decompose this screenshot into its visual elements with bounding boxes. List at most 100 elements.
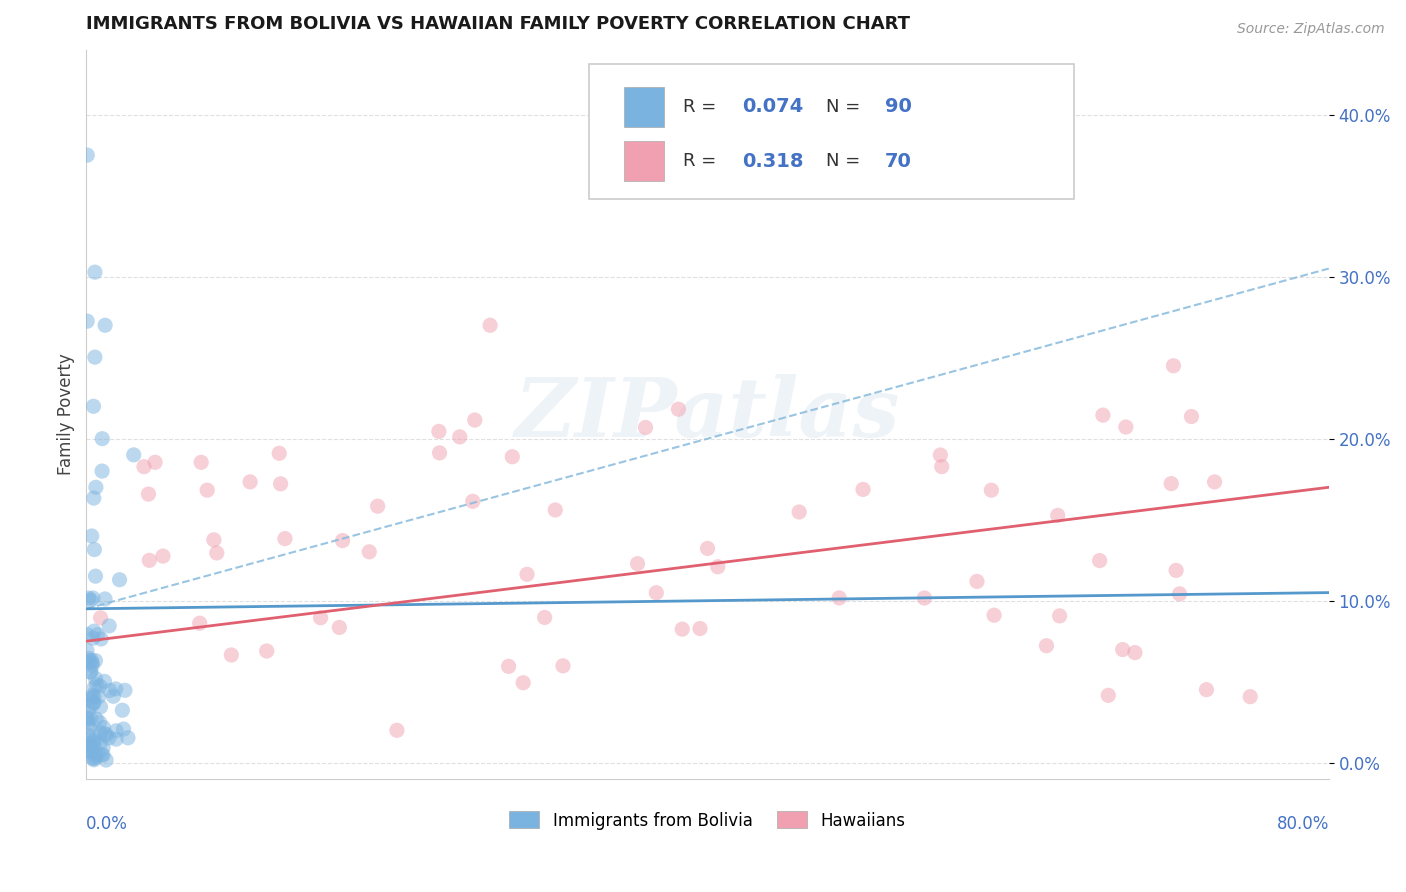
Point: [385, 723, 408, 738]
Point: [80, 698, 103, 713]
Point: [501, 450, 523, 464]
Point: [689, 622, 711, 636]
Point: [1164, 563, 1187, 577]
Point: [461, 494, 484, 508]
Point: [1195, 682, 1218, 697]
Point: [82, 658, 104, 673]
Point: [516, 567, 538, 582]
Point: [91, 464, 114, 478]
Point: [83, 624, 105, 639]
Point: [103, 690, 125, 704]
Point: [634, 420, 657, 434]
Text: 90: 90: [886, 97, 912, 116]
Point: [84, 654, 107, 668]
Point: [221, 648, 243, 662]
Point: [152, 549, 174, 563]
FancyBboxPatch shape: [624, 87, 664, 127]
Text: IMMIGRANTS FROM BOLIVIA VS HAWAIIAN FAMILY POVERTY CORRELATION CHART: IMMIGRANTS FROM BOLIVIA VS HAWAIIAN FAMI…: [86, 15, 910, 33]
Point: [83, 696, 105, 710]
Point: [190, 455, 212, 469]
Text: 80.0%: 80.0%: [1277, 815, 1329, 833]
Point: [80, 744, 103, 758]
Point: [77, 651, 100, 665]
Point: [367, 499, 389, 513]
Point: [1088, 553, 1111, 567]
Point: [80, 653, 103, 667]
Point: [79, 744, 101, 758]
Point: [696, 541, 718, 556]
Point: [84, 712, 107, 726]
Point: [80, 529, 103, 543]
Point: [966, 574, 988, 589]
Point: [87, 690, 110, 704]
Point: [80, 688, 103, 702]
Point: [84, 569, 107, 583]
Point: [82, 729, 104, 743]
Point: [1163, 359, 1185, 373]
Point: [84, 672, 107, 686]
Point: [97, 731, 120, 745]
Point: [132, 459, 155, 474]
Point: [83, 690, 105, 704]
Point: [269, 446, 291, 460]
Point: [80, 665, 103, 679]
Point: [112, 722, 135, 736]
Point: [852, 483, 875, 497]
Point: [94, 753, 117, 767]
Point: [80, 593, 103, 607]
Point: [427, 425, 450, 439]
Point: [138, 487, 160, 501]
Point: [80, 690, 103, 704]
Point: [98, 683, 121, 698]
Point: [86, 678, 108, 692]
Point: [80, 656, 103, 670]
Point: [707, 559, 730, 574]
Point: [83, 751, 105, 765]
Point: [195, 483, 218, 498]
Point: [83, 734, 105, 748]
Point: [91, 748, 114, 763]
Point: [1091, 408, 1114, 422]
Point: [309, 611, 332, 625]
Point: [912, 591, 935, 605]
Point: [89, 679, 111, 693]
Text: N =: N =: [825, 153, 866, 170]
Point: [274, 532, 297, 546]
Point: [89, 725, 111, 739]
Point: [787, 505, 810, 519]
Point: [83, 491, 105, 505]
Point: [1049, 608, 1071, 623]
Point: [449, 430, 471, 444]
Point: [76, 713, 98, 727]
Point: [96, 728, 118, 742]
Point: [122, 448, 145, 462]
Text: Source: ZipAtlas.com: Source: ZipAtlas.com: [1237, 22, 1385, 37]
Point: [90, 632, 112, 646]
Point: [828, 591, 851, 605]
Point: [983, 608, 1005, 623]
Point: [1035, 639, 1057, 653]
Text: R =: R =: [683, 153, 721, 170]
Point: [105, 732, 128, 747]
Point: [79, 740, 101, 755]
Text: 0.318: 0.318: [742, 152, 804, 171]
Point: [1239, 690, 1261, 704]
Point: [90, 747, 112, 762]
Point: [79, 736, 101, 750]
Point: [1046, 508, 1069, 523]
Point: [82, 399, 104, 413]
Point: [1168, 587, 1191, 601]
Point: [117, 731, 139, 745]
Point: [82, 631, 104, 645]
Point: [626, 557, 648, 571]
Point: [1180, 409, 1202, 424]
Point: [84, 748, 107, 763]
Point: [1115, 420, 1137, 434]
Point: [93, 721, 115, 735]
Point: [86, 747, 108, 762]
FancyBboxPatch shape: [589, 64, 1074, 199]
Point: [551, 658, 574, 673]
Point: [1160, 476, 1182, 491]
Point: [104, 681, 127, 696]
Point: [91, 432, 114, 446]
